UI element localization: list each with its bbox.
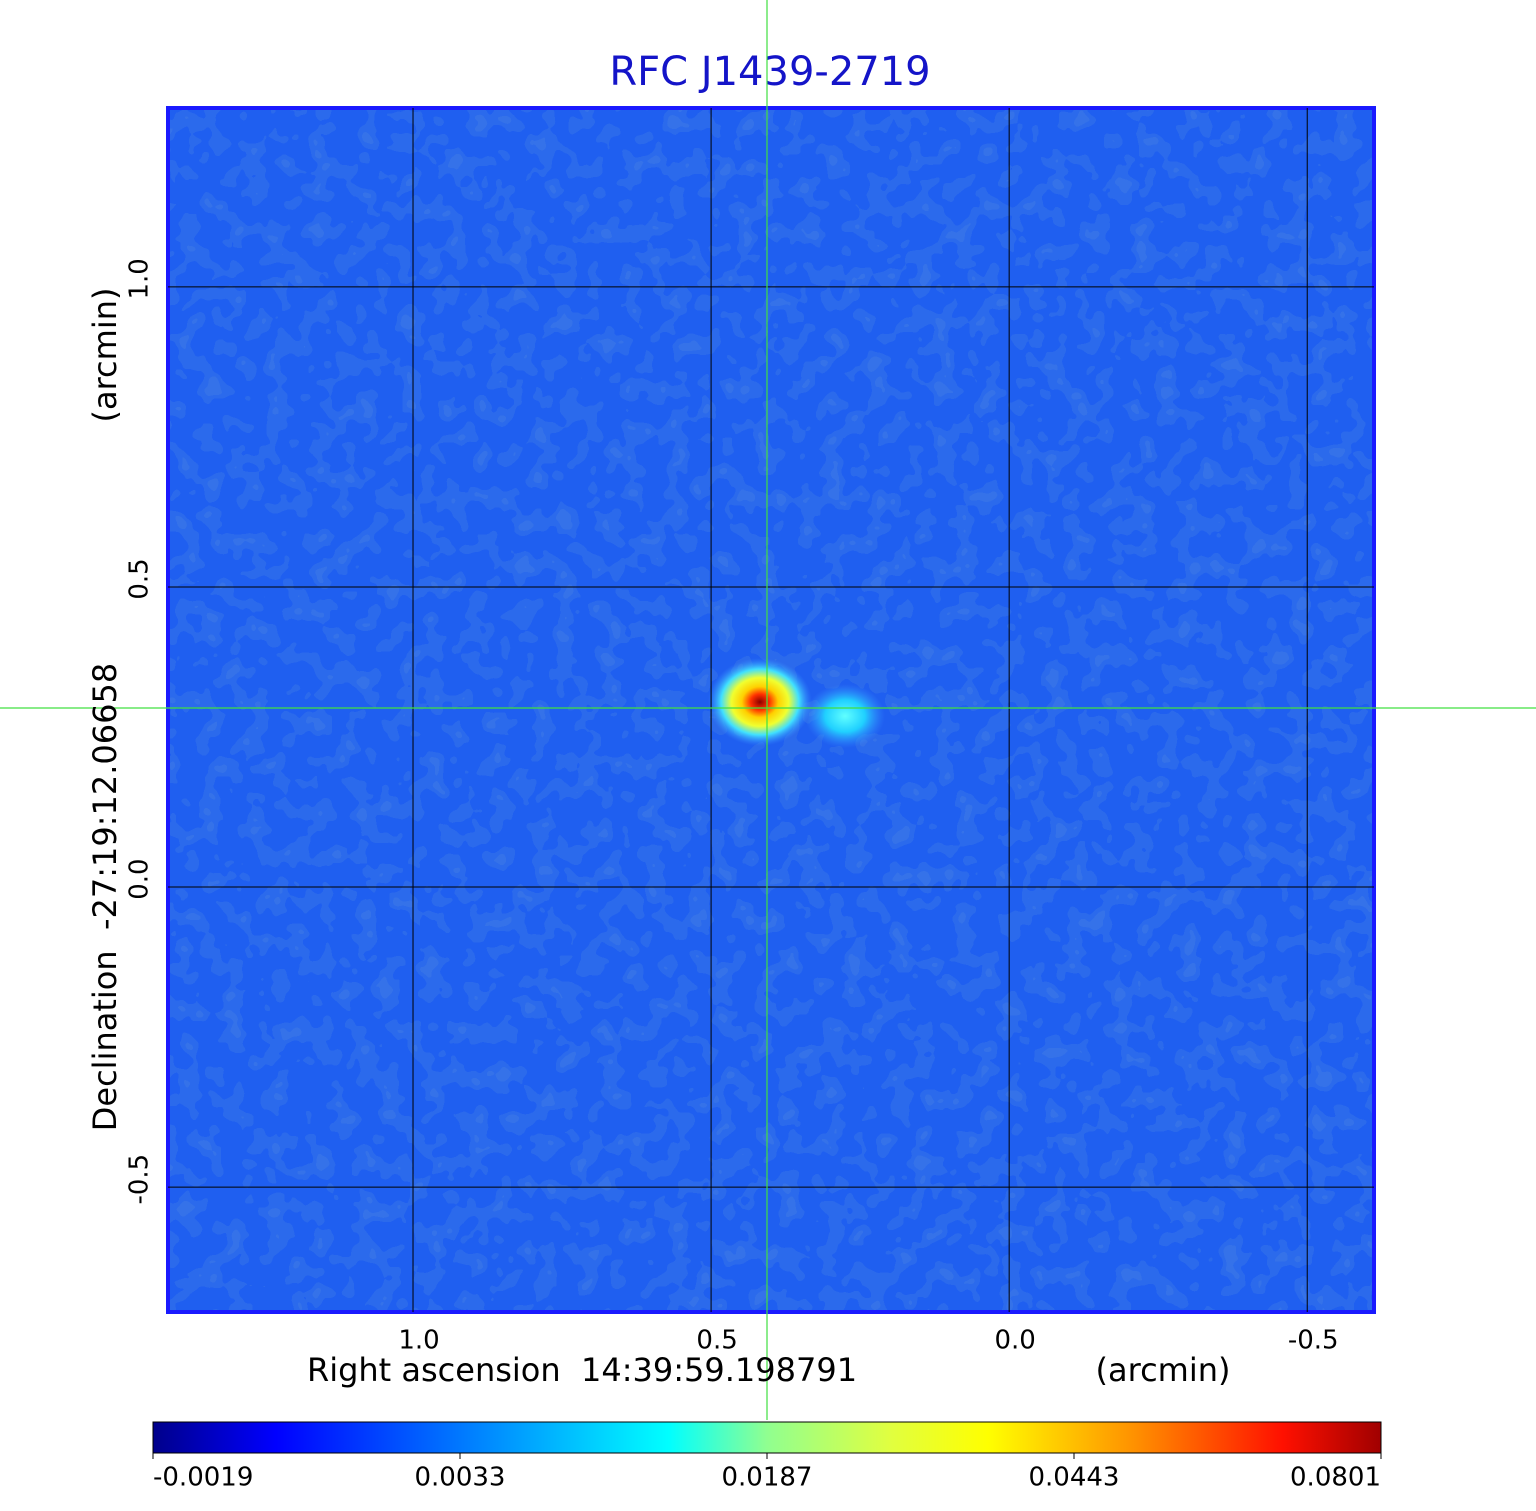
x-tick-label: 0.0 [994,1326,1035,1356]
y-axis-unit: (arcmin) [86,288,124,423]
x-axis-label: Right ascension 14:39:59.198791 [307,1351,857,1389]
x-axis-unit: (arcmin) [1096,1351,1231,1389]
y-tick-label: 0.5 [125,558,155,599]
colorbar [152,1421,1382,1454]
x-tick-label: 1.0 [398,1326,439,1356]
colorbar-tick-label: 0.0033 [415,1463,506,1493]
chart-title: RFC J1439-2719 [609,49,930,95]
x-tick-label: 0.5 [696,1326,737,1356]
frame [166,106,1376,1314]
crosshair [0,0,1536,1420]
grid [168,108,1374,1312]
colorbar-tick-label: 0.0443 [1029,1463,1120,1493]
x-tick-label: -0.5 [1288,1326,1339,1356]
y-axis-label: Declination -27:19:12.06658 [86,663,124,1131]
colorbar-tick-label: -0.0019 [153,1463,253,1493]
colorbar-ticks: -0.0019 0.0033 0.0187 0.0443 0.0801 [152,1453,1382,1493]
y-tick-label: 1.0 [125,258,155,299]
colorbar-tick-label: 0.0187 [722,1463,813,1493]
y-tick-label: 0.0 [125,858,155,899]
image [166,106,1376,1314]
y-tick-label: -0.5 [125,1154,155,1205]
colorbar-tick-label: 0.0801 [1290,1463,1381,1493]
source-blob [805,684,885,748]
source-blob [708,658,812,746]
